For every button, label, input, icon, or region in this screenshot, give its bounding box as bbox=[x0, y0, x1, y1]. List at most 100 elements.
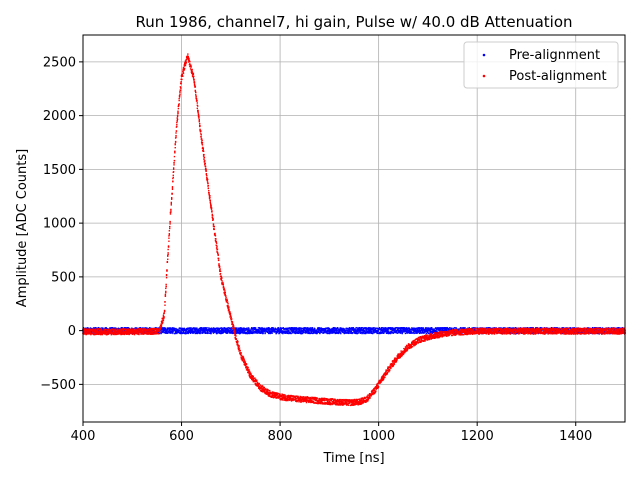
data-point bbox=[176, 114, 179, 117]
data-point bbox=[146, 328, 149, 330]
data-point bbox=[594, 327, 596, 329]
data-point bbox=[349, 332, 351, 334]
data-point bbox=[323, 330, 325, 333]
data-point bbox=[163, 329, 166, 332]
data-point bbox=[288, 329, 290, 331]
data-point bbox=[334, 327, 337, 329]
data-point bbox=[255, 330, 258, 332]
data-point bbox=[353, 332, 355, 334]
data-point bbox=[215, 328, 217, 330]
data-point bbox=[165, 274, 168, 276]
data-point bbox=[372, 330, 375, 332]
data-point bbox=[200, 328, 202, 330]
data-point bbox=[359, 330, 361, 333]
data-point bbox=[205, 329, 207, 331]
data-point bbox=[93, 333, 95, 336]
data-point bbox=[306, 329, 309, 332]
data-point bbox=[394, 328, 396, 331]
data-point bbox=[463, 327, 465, 329]
data-point bbox=[409, 327, 411, 330]
data-point bbox=[173, 327, 176, 330]
data-point bbox=[289, 327, 291, 329]
data-point bbox=[241, 329, 243, 331]
data-point bbox=[364, 332, 366, 334]
data-point bbox=[318, 329, 320, 331]
data-point bbox=[329, 328, 332, 331]
data-point bbox=[327, 328, 329, 330]
data-point bbox=[368, 331, 370, 334]
data-point bbox=[133, 329, 135, 332]
data-point bbox=[285, 332, 288, 334]
data-point bbox=[96, 330, 99, 333]
data-point bbox=[251, 332, 254, 335]
data-point bbox=[144, 328, 146, 330]
data-point bbox=[393, 328, 396, 330]
data-point bbox=[315, 331, 317, 333]
data-point bbox=[174, 140, 177, 143]
data-point bbox=[250, 329, 252, 331]
data-point bbox=[179, 92, 181, 94]
data-point bbox=[213, 327, 215, 329]
data-point bbox=[102, 327, 104, 330]
data-point bbox=[366, 327, 368, 329]
data-point bbox=[229, 332, 231, 334]
data-point bbox=[107, 333, 110, 335]
data-point bbox=[588, 327, 590, 329]
data-point bbox=[457, 328, 459, 331]
data-point bbox=[191, 72, 194, 74]
data-point bbox=[84, 330, 87, 333]
data-point bbox=[188, 329, 190, 331]
data-point bbox=[94, 331, 97, 333]
data-point bbox=[265, 328, 267, 331]
data-point bbox=[157, 327, 159, 329]
data-point bbox=[390, 332, 393, 334]
data-point bbox=[93, 332, 95, 335]
data-point bbox=[188, 58, 190, 61]
data-point bbox=[350, 331, 353, 333]
data-point bbox=[252, 330, 254, 332]
data-point bbox=[419, 331, 422, 333]
data-point bbox=[122, 333, 124, 335]
data-point bbox=[151, 330, 153, 332]
data-point bbox=[281, 327, 284, 330]
data-point bbox=[292, 328, 295, 330]
data-point bbox=[286, 328, 289, 330]
data-point bbox=[406, 332, 409, 334]
data-point bbox=[370, 328, 373, 330]
data-point bbox=[363, 330, 365, 333]
data-point bbox=[197, 332, 199, 334]
data-point bbox=[327, 327, 329, 329]
data-point bbox=[184, 331, 187, 334]
data-point bbox=[254, 327, 257, 329]
data-point bbox=[305, 329, 307, 332]
data-point bbox=[271, 329, 274, 331]
data-point bbox=[272, 326, 274, 329]
data-point bbox=[553, 329, 555, 331]
data-point bbox=[160, 332, 163, 334]
data-point bbox=[221, 327, 223, 329]
data-point bbox=[311, 327, 314, 329]
data-point bbox=[167, 254, 169, 257]
data-point bbox=[196, 329, 199, 331]
data-point bbox=[106, 328, 108, 331]
data-point bbox=[113, 327, 115, 329]
data-point bbox=[401, 331, 403, 333]
data-point bbox=[271, 330, 274, 333]
data-point bbox=[224, 331, 226, 333]
data-point bbox=[419, 330, 422, 333]
data-point bbox=[389, 327, 391, 329]
data-point bbox=[263, 327, 266, 330]
data-point bbox=[280, 328, 282, 331]
data-point bbox=[441, 328, 444, 331]
data-point bbox=[223, 327, 226, 329]
data-point bbox=[210, 328, 212, 330]
data-point bbox=[138, 332, 141, 334]
data-point bbox=[190, 327, 192, 329]
data-point bbox=[128, 327, 131, 330]
data-point bbox=[300, 330, 302, 333]
data-point bbox=[110, 333, 113, 336]
data-point bbox=[373, 331, 376, 334]
data-point bbox=[232, 331, 234, 333]
data-point bbox=[417, 327, 419, 330]
data-point bbox=[169, 330, 172, 333]
